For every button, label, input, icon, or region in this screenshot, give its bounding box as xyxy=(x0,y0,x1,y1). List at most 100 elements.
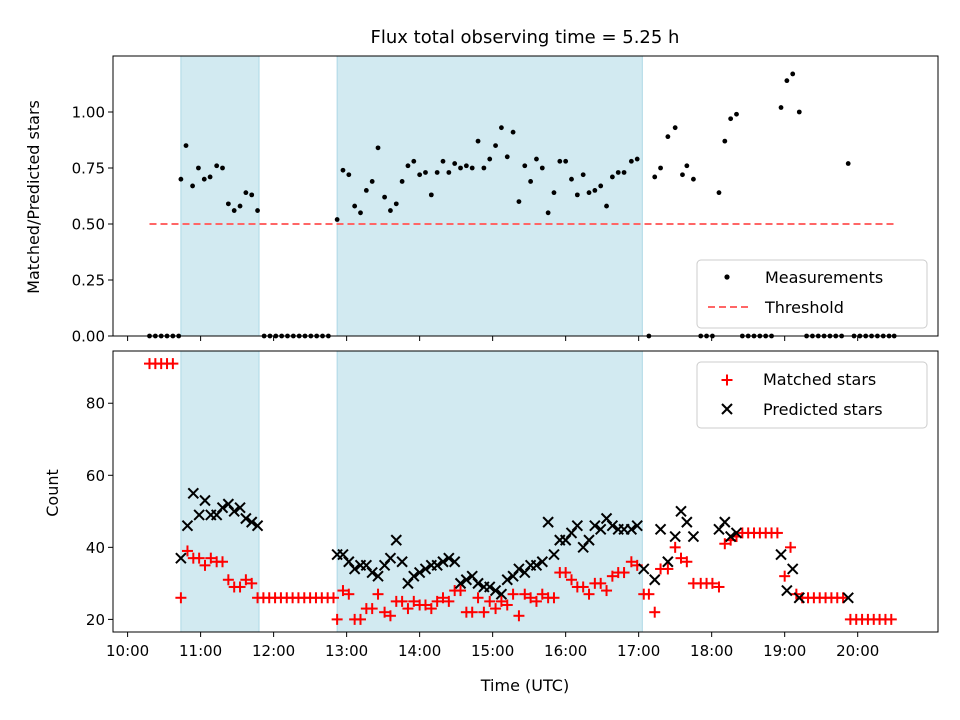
measurement-point xyxy=(405,163,411,169)
measurement-point xyxy=(388,208,393,213)
matched-star-point xyxy=(719,538,731,550)
measurement-point xyxy=(684,163,690,169)
predicted-star-point xyxy=(542,516,554,528)
measurement-point xyxy=(691,176,696,182)
predicted-star-point xyxy=(443,552,455,564)
measurement-point xyxy=(458,165,463,171)
measurement-point xyxy=(845,161,851,166)
matched-star-point xyxy=(240,574,252,586)
predicted-star-point xyxy=(390,534,402,546)
measurement-point xyxy=(243,190,249,196)
matched-star-point xyxy=(455,585,467,597)
predicted-star-point xyxy=(594,523,607,536)
legend-matched-marker xyxy=(721,374,733,386)
measurement-point xyxy=(592,188,598,193)
measurement-point xyxy=(734,111,739,117)
matched-star-point xyxy=(431,595,443,607)
measurement-point xyxy=(352,203,358,209)
predicted-star-point xyxy=(583,534,595,546)
measurement-point xyxy=(363,188,369,193)
top-y-axis-ticks: 0.00 0.25 0.50 0.75 1.00 xyxy=(72,104,113,346)
predicted-star-point xyxy=(181,520,194,532)
matched-star-point xyxy=(372,588,384,600)
top-panel: 0.00 0.25 0.50 0.75 1.00 Matched/Predicted s… xyxy=(24,55,939,346)
x-tick-label: 13:00 xyxy=(325,642,368,660)
measurement-point xyxy=(463,163,469,169)
predicted-star-point xyxy=(536,556,548,568)
matched-star-point xyxy=(366,603,378,615)
measurement-point xyxy=(487,156,493,162)
measurement-point xyxy=(417,172,423,178)
predicted-star-point xyxy=(448,556,461,568)
measurement-point xyxy=(411,158,417,164)
measurement-point xyxy=(190,183,195,189)
matched-star-point xyxy=(771,527,783,539)
predicted-star-point xyxy=(396,556,408,568)
x-tick-label: 17:00 xyxy=(617,642,660,660)
measurement-point xyxy=(446,170,452,175)
matched-star-point xyxy=(402,603,414,615)
x-tick-label: 20:00 xyxy=(836,642,879,660)
bottom-x-axis-ticks: 10:00 11:00 12:00 13:00 14:00 15:00 16:00 17:00… xyxy=(106,632,879,660)
predicted-star-point xyxy=(571,520,584,532)
measurement-point xyxy=(249,192,255,198)
predicted-star-point xyxy=(842,592,854,604)
shaded-interval-1 xyxy=(336,350,643,633)
measurement-point xyxy=(183,143,189,149)
predicted-star-point xyxy=(719,516,731,528)
matched-star-point xyxy=(327,592,339,604)
matched-star-point xyxy=(337,585,349,597)
measurement-point xyxy=(796,109,802,115)
matched-star-point xyxy=(618,567,630,579)
y-tick-label: 20 xyxy=(86,611,105,629)
measurement-point xyxy=(615,170,621,175)
predicted-star-point xyxy=(787,563,799,575)
y-tick-label: 40 xyxy=(86,539,105,557)
bottom-count-points xyxy=(144,358,897,625)
measurement-point xyxy=(504,154,510,160)
measurement-point xyxy=(634,156,640,162)
measurement-point xyxy=(539,165,545,171)
measurement-point xyxy=(557,158,563,164)
legend-matched-label: Matched stars xyxy=(763,370,876,389)
measurement-point xyxy=(225,201,231,207)
predicted-star-point xyxy=(675,505,687,518)
matched-star-point xyxy=(396,595,408,607)
x-tick-label: 12:00 xyxy=(252,642,295,660)
measurement-point xyxy=(428,192,434,198)
matched-star-point xyxy=(681,556,693,568)
top-y-axis-label: Matched/Predicted stars xyxy=(24,100,43,294)
legend-measurements-marker xyxy=(724,274,730,280)
matched-star-point xyxy=(507,588,519,600)
measurement-point xyxy=(784,78,790,84)
predicted-star-point xyxy=(193,509,205,521)
measurement-point xyxy=(516,199,522,205)
matched-star-point xyxy=(662,563,674,575)
top-legend: Measurements Threshold xyxy=(696,259,928,329)
predicted-star-point xyxy=(681,516,693,528)
matched-star-point xyxy=(513,610,525,622)
matched-star-point xyxy=(343,588,355,600)
shaded-interval-0 xyxy=(180,55,260,337)
top-legend-box xyxy=(696,259,928,329)
predicted-star-point xyxy=(348,563,361,575)
matched-star-point xyxy=(443,595,455,607)
measurement-point xyxy=(628,158,634,164)
matched-star-point xyxy=(649,606,661,618)
measurement-point xyxy=(237,203,243,209)
x-tick-label: 10:00 xyxy=(106,642,149,660)
matched-star-point xyxy=(606,570,618,582)
legend-measurements-label: Measurements xyxy=(765,268,883,287)
measurement-point xyxy=(728,116,734,122)
top-shaded-intervals xyxy=(180,55,643,337)
matched-star-point xyxy=(167,358,179,370)
legend-predicted-cross xyxy=(721,403,733,415)
measurement-point xyxy=(481,165,487,171)
matched-star-point xyxy=(565,574,577,586)
measurement-point xyxy=(621,170,627,175)
predicted-star-point xyxy=(246,516,258,528)
measurement-point xyxy=(452,161,458,166)
predicted-star-point xyxy=(437,556,449,568)
legend-predicted-marker xyxy=(721,403,733,415)
